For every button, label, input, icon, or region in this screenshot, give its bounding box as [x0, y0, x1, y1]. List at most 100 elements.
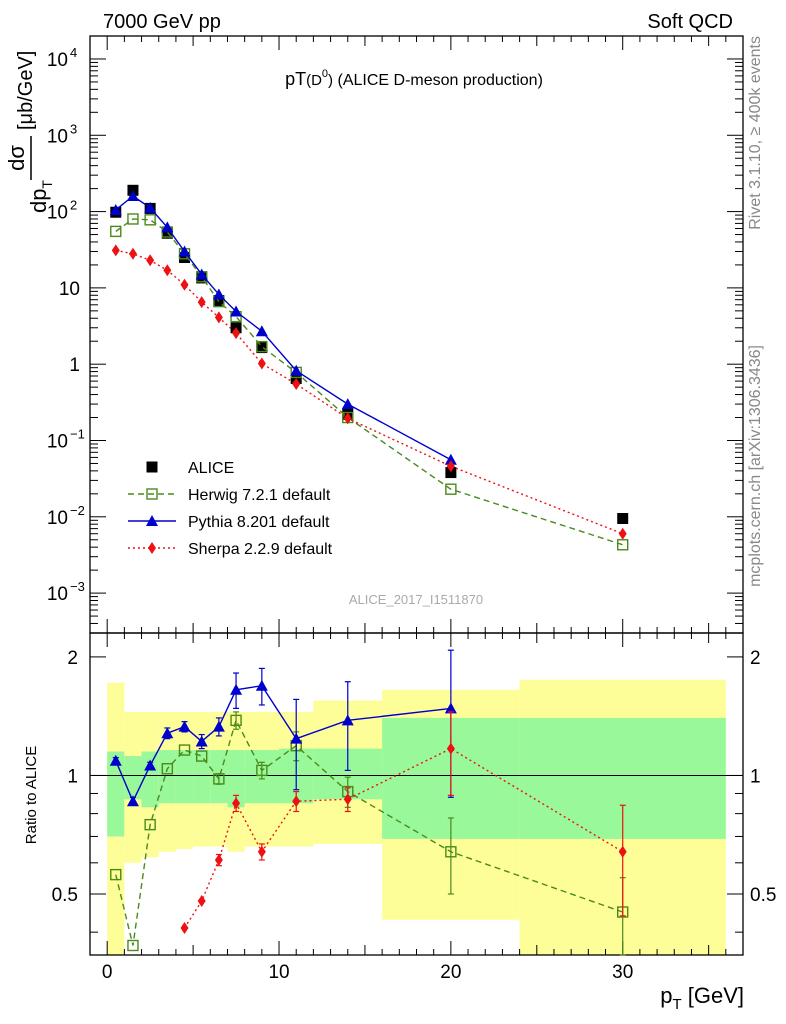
chart-title-main: pT: [285, 69, 306, 89]
x-axis-label: pT [GeV]: [660, 983, 744, 1013]
series-3-point-4: [180, 278, 189, 291]
ratio-series-1-point-7: [230, 683, 243, 695]
band-inner-1: [124, 756, 142, 800]
series-2-point-4: [178, 245, 191, 257]
ratio-y-tick-label-right: 0.5: [750, 885, 776, 906]
y-tick-label-exp-2: 2: [70, 198, 77, 213]
ratio-series-0-point-11: [445, 846, 457, 858]
series-3-point-0: [111, 244, 120, 257]
ratio-series-2-point-8: [618, 845, 627, 858]
series-1-point-2: [144, 214, 156, 226]
y-tick-label-4: 1: [69, 355, 80, 376]
ratio-series-2-point-0: [180, 921, 189, 934]
ratio-series-0-point-8: [256, 764, 268, 777]
legend-label-2: Pythia 8.201 default: [188, 514, 330, 531]
y-label-denominator: dpT: [26, 180, 55, 213]
ratio-series-0-point-0: [110, 868, 122, 881]
series-3-point-3: [163, 264, 172, 277]
ratio-series-1-point-6: [212, 720, 225, 732]
ratio-panel: 0 10 20 30 0.5 0.5 1 1 2 2: [52, 632, 776, 983]
ratio-series-1-point-3: [161, 727, 174, 739]
band-inner-0: [107, 751, 125, 837]
y-tick-label-exp-5: −1: [70, 426, 85, 441]
y-tick-label-exp-7: −3: [70, 579, 85, 594]
series-0-point-4: [179, 252, 191, 264]
x-tick-label-0: 0: [102, 962, 113, 983]
series-2-point-6: [212, 288, 225, 300]
series-2-point-3: [161, 221, 174, 233]
ratio-y-tick-label-left: 1: [67, 766, 78, 787]
y-tick-label-exp-0: 4: [70, 45, 77, 60]
series-2-point-9: [290, 364, 303, 376]
x-label-sub: T: [672, 996, 681, 1013]
ratio-y-tick-label-left: 0.5: [52, 885, 78, 906]
header-left: 7000 GeV pp: [103, 11, 221, 33]
ratio-y-tick-label-right: 1: [750, 766, 761, 787]
ratio-series-0-point-5: [195, 750, 208, 762]
ratio-series-0-point-1: [127, 939, 139, 952]
ratio-series-0-point-4: [178, 744, 191, 756]
ratio-y-tick-label-left: 2: [67, 648, 78, 669]
legend-marker-1: [146, 488, 158, 500]
ratio-series-0-point-6: [213, 773, 225, 785]
x-tick-label-10: 10: [268, 962, 289, 983]
series-1-point-11: [445, 483, 457, 495]
legend-marker-2: [146, 515, 158, 526]
series-2-point-10: [341, 398, 354, 410]
ratio-series-2-point-1: [197, 894, 206, 907]
series-3-point-11: [446, 460, 455, 473]
y-tick-label-3: 10: [59, 279, 80, 300]
ratio-series-1-point-9: [290, 732, 303, 744]
series-2-point-0: [109, 203, 122, 215]
analysis-watermark: ALICE_2017_I1511870: [349, 592, 483, 607]
series-0-point-3: [161, 227, 173, 239]
main-y-axis-label: dσ dpT [μb/GeV]: [4, 51, 55, 213]
ratio-series-1-point-0: [109, 754, 122, 766]
y-label-numerator: dσ: [4, 145, 29, 171]
ratio-series-2-point-7: [446, 742, 455, 755]
series-2-point-2: [144, 201, 157, 213]
series-1-point-12: [617, 539, 629, 551]
x-label-main: p: [660, 983, 672, 1008]
series-3-point-5: [197, 296, 206, 309]
side-label-mcplots: mcplots.cern.ch [arXiv:1306.3436]: [747, 345, 764, 587]
ratio-series-1-point-11: [444, 702, 457, 714]
ratio-series-1-point-2: [144, 759, 157, 771]
series-3-point-9: [292, 377, 301, 390]
series-1-point-1: [127, 213, 139, 225]
series-2-point-8: [255, 325, 268, 337]
ratio-series-1-point-5: [195, 735, 208, 747]
band-inner-2: [141, 751, 159, 808]
x-label-unit: [GeV]: [682, 983, 744, 1008]
y-tick-label-exp-1: 3: [70, 121, 77, 136]
series-3-point-7: [232, 327, 241, 340]
ratio-series-2-point-3: [232, 797, 241, 810]
ratio-series-0-point-2: [144, 818, 156, 831]
x-tick-label-20: 20: [440, 962, 461, 983]
y-tick-label-0: 10: [47, 50, 68, 71]
legend-label-1: Herwig 7.2.1 default: [188, 487, 331, 504]
series-3-point-10: [343, 412, 352, 425]
ratio-series-0-point-3: [161, 763, 174, 775]
y-tick-label-2: 10: [47, 203, 68, 224]
y-label-den-sub: T: [39, 180, 55, 189]
chart-title-close: ): [328, 72, 333, 89]
ratio-series-1-point-8: [255, 679, 268, 691]
ratio-series-line-1: [115, 684, 451, 803]
series-3-point-2: [146, 254, 155, 267]
series-line-2: [115, 195, 452, 461]
chart-title-paren: (D: [306, 72, 322, 89]
series-0-point-8: [256, 342, 268, 354]
legend-label-0: ALICE: [188, 460, 234, 477]
ratio-y-tick-label-right: 2: [750, 648, 761, 669]
y-label-unit: [μb/GeV]: [15, 51, 37, 130]
legend: ALICE Herwig 7.2.1 default Pythia 8.201 de…: [128, 460, 333, 558]
chart-title: pT(D0) (ALICE D-meson production): [285, 68, 543, 89]
ratio-series-2-point-6: [343, 793, 352, 806]
ratio-y-label: Ratio to ALICE: [23, 746, 40, 844]
series-2-point-1: [126, 190, 139, 202]
series-1-point-0: [110, 225, 122, 238]
ratio-series-1-point-10: [341, 714, 354, 726]
